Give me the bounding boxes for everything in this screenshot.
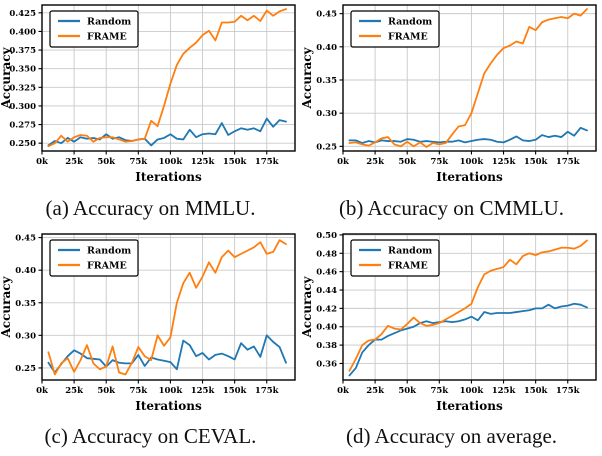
x-tick-label: 175k [255,386,280,396]
series-line-random [348,126,588,144]
panel-mmlu: 0k 25k 50k 75k 100k 125k 150k 175k 0.250 0.275 0.3… [0,0,301,229]
caption-mmlu: (a) Accuracy on MMLU. [45,195,256,220]
x-tick-label: 75k [430,386,449,396]
x-axis-label: Iterations [436,170,503,184]
chart-cmmlu: 0k 25k 50k 75k 100k 125k 150k 175k 0.25 0.30 0.35 0… [301,4,597,184]
x-tick-label: 25k [65,386,84,396]
legend-label-random: Random [87,246,131,257]
x-tick-label: 25k [65,157,84,167]
legend-label-frame: FRAME [388,32,428,43]
panel-ceval: 0k 25k 50k 75k 100k 125k 150k 175k 0.25 0.30 0.35 0… [0,229,301,456]
legend-label-random: Random [87,17,131,28]
y-axis-label: Accuracy [301,46,314,109]
y-tick-label: 0.50 [316,231,337,241]
series-line-frame [47,239,287,376]
y-tick-label: 0.30 [316,109,337,119]
y-tick-label: 0.45 [15,234,36,244]
y-tick-label: 0.42 [316,304,337,314]
x-tick-label: 125k [492,157,517,167]
x-tick-label: 100k [460,157,485,167]
y-tick-label: 0.325 [9,83,36,93]
y-tick-label: 0.40 [15,266,36,276]
y-tick-label: 0.35 [316,76,337,86]
x-tick-label: 25k [366,386,385,396]
plot-border [41,233,296,381]
series-line-random [348,302,588,377]
x-tick-label: 50k [97,386,116,396]
x-tick-label: 25k [366,157,385,167]
plot-border [342,4,597,152]
x-tick-label: 125k [191,157,216,167]
x-tick-label: 0k [36,157,49,167]
y-tick-label: 0.25 [15,364,36,374]
series-line-frame [348,8,588,148]
legend-label-frame: FRAME [87,32,127,43]
plot-border [342,233,597,381]
y-tick-label: 0.44 [316,286,337,296]
legend-label-frame: FRAME [388,261,428,272]
y-tick-label: 0.45 [316,10,337,20]
x-axis-label: Iterations [135,170,202,184]
chart-mmlu: 0k 25k 50k 75k 100k 125k 150k 175k 0.250 0.275 0.3… [0,4,296,184]
x-tick-label: 175k [556,157,581,167]
series-line-random [47,334,287,374]
x-axis-label: Iterations [436,399,503,413]
y-tick-label: 0.35 [15,299,36,309]
y-tick-label: 0.46 [316,268,337,278]
x-tick-label: 50k [97,157,116,167]
x-tick-label: 150k [524,386,549,396]
y-tick-label: 0.300 [9,102,36,112]
x-tick-label: 100k [159,157,184,167]
y-tick-label: 0.275 [9,121,36,131]
x-tick-label: 125k [191,386,216,396]
x-axis-label: Iterations [135,399,202,413]
x-tick-label: 50k [398,386,417,396]
y-tick-label: 0.350 [9,65,36,75]
x-tick-label: 75k [129,386,148,396]
y-tick-label: 0.425 [9,9,36,19]
panel-cmmlu: 0k 25k 50k 75k 100k 125k 150k 175k 0.25 0.30 0.35 0… [301,0,602,229]
x-tick-label: 175k [255,157,280,167]
chart-average: 0k 25k 50k 75k 100k 125k 150k 175k 0.36 0.38 0.40 0… [301,231,597,413]
y-tick-label: 0.48 [316,249,337,259]
y-tick-label: 0.40 [316,323,337,333]
x-tick-label: 100k [159,386,184,396]
x-tick-label: 50k [398,157,417,167]
y-axis-label: Accuracy [0,275,13,338]
x-tick-label: 150k [223,386,248,396]
series-line-frame [47,8,287,148]
y-tick-label: 0.38 [316,341,337,351]
legend-label-random: Random [388,17,432,28]
y-tick-label: 0.25 [316,142,337,152]
panel-average: 0k 25k 50k 75k 100k 125k 150k 175k 0.36 0.38 0.40 0… [301,229,602,456]
x-tick-label: 75k [129,157,148,167]
x-tick-label: 150k [524,157,549,167]
y-axis-label: Accuracy [0,46,13,109]
x-tick-label: 75k [430,157,449,167]
series-line-random [47,117,287,147]
x-tick-label: 0k [337,157,350,167]
series-line-frame [348,239,588,372]
x-tick-label: 175k [556,386,581,396]
y-tick-label: 0.375 [9,46,36,56]
x-tick-label: 150k [223,157,248,167]
y-axis-label: Accuracy [301,275,314,338]
caption-ceval: (c) Accuracy on CEVAL. [44,424,257,448]
caption-cmmlu: (b) Accuracy on CMMLU. [338,195,565,220]
x-tick-label: 0k [36,386,49,396]
x-tick-label: 0k [337,386,350,396]
legend-label-frame: FRAME [87,261,127,272]
y-tick-label: 0.40 [316,43,337,53]
plot-border [41,4,296,152]
legend-label-random: Random [388,246,432,257]
y-tick-label: 0.36 [316,359,337,369]
x-tick-label: 100k [460,386,485,396]
x-tick-label: 125k [492,386,517,396]
y-tick-label: 0.400 [9,27,36,37]
chart-ceval: 0k 25k 50k 75k 100k 125k 150k 175k 0.25 0.30 0.35 0… [0,233,296,413]
y-tick-label: 0.30 [15,331,36,341]
y-tick-label: 0.250 [9,139,36,149]
caption-average: (d) Accuracy on average. [345,424,558,448]
